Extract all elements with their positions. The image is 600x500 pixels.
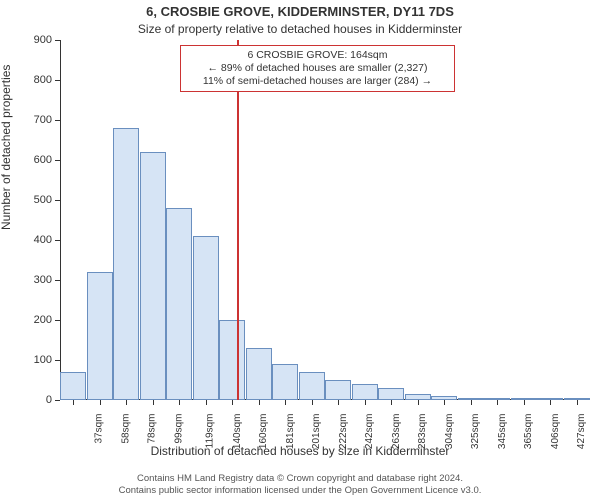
y-tick	[55, 320, 60, 321]
x-tick	[497, 400, 498, 405]
histogram-bar	[325, 380, 351, 400]
x-tick-label: 78sqm	[147, 414, 158, 444]
x-tick	[444, 400, 445, 405]
histogram-bar	[193, 236, 219, 400]
x-tick	[126, 400, 127, 405]
x-tick-label: 99sqm	[173, 414, 184, 444]
y-tick-label: 800	[20, 74, 52, 86]
y-tick-label: 400	[20, 234, 52, 246]
x-tick	[285, 400, 286, 405]
x-axis-label: Distribution of detached houses by size …	[0, 444, 600, 458]
y-tick	[55, 360, 60, 361]
x-tick	[365, 400, 366, 405]
y-tick-label: 0	[20, 394, 52, 406]
chart-root: 6, CROSBIE GROVE, KIDDERMINSTER, DY11 7D…	[0, 0, 600, 500]
subject-marker-line	[237, 40, 239, 400]
y-tick-label: 200	[20, 314, 52, 326]
x-tick	[100, 400, 101, 405]
x-tick	[179, 400, 180, 405]
histogram-bar	[352, 384, 378, 400]
x-tick	[391, 400, 392, 405]
x-tick	[524, 400, 525, 405]
plot-area: 010020030040050060070080090037sqm58sqm78…	[60, 40, 590, 400]
annotation-line-1: 6 CROSBIE GROVE: 164sqm	[187, 49, 448, 62]
histogram-bar	[378, 388, 404, 400]
y-tick	[55, 160, 60, 161]
x-tick	[418, 400, 419, 405]
histogram-bar	[113, 128, 139, 400]
attribution-line-1: Contains HM Land Registry data © Crown c…	[137, 473, 463, 484]
y-tick	[55, 40, 60, 41]
attribution-text: Contains HM Land Registry data © Crown c…	[0, 473, 600, 496]
x-tick	[577, 400, 578, 405]
attribution-line-2: Contains public sector information licen…	[119, 485, 482, 496]
x-tick	[550, 400, 551, 405]
x-tick	[259, 400, 260, 405]
histogram-bar	[299, 372, 325, 400]
y-tick-label: 600	[20, 154, 52, 166]
x-tick	[312, 400, 313, 405]
y-tick-label: 300	[20, 274, 52, 286]
y-tick-label: 100	[20, 354, 52, 366]
y-tick	[55, 200, 60, 201]
x-tick	[206, 400, 207, 405]
y-tick-label: 900	[20, 34, 52, 46]
histogram-bar	[60, 372, 86, 400]
y-axis-label: Number of detached properties	[0, 65, 13, 230]
y-tick	[55, 280, 60, 281]
x-tick	[153, 400, 154, 405]
x-tick	[338, 400, 339, 405]
y-tick	[55, 240, 60, 241]
y-tick	[55, 120, 60, 121]
x-tick	[232, 400, 233, 405]
y-tick	[55, 80, 60, 81]
annotation-line-3: 11% of semi-detached houses are larger (…	[187, 75, 448, 88]
histogram-bar	[246, 348, 272, 400]
y-tick	[55, 400, 60, 401]
x-tick	[73, 400, 74, 405]
histogram-bar	[140, 152, 166, 400]
x-tick-label: 37sqm	[94, 414, 105, 444]
histogram-bar	[272, 364, 298, 400]
y-tick-label: 500	[20, 194, 52, 206]
y-axis-line	[60, 40, 61, 400]
histogram-bar	[87, 272, 113, 400]
histogram-bar	[219, 320, 245, 400]
chart-title: 6, CROSBIE GROVE, KIDDERMINSTER, DY11 7D…	[0, 4, 600, 19]
chart-subtitle: Size of property relative to detached ho…	[0, 22, 600, 36]
annotation-box: 6 CROSBIE GROVE: 164sqm← 89% of detached…	[180, 45, 455, 92]
y-tick-label: 700	[20, 114, 52, 126]
histogram-bar	[166, 208, 192, 400]
x-tick-label: 58sqm	[120, 414, 131, 444]
annotation-line-2: ← 89% of detached houses are smaller (2,…	[187, 62, 448, 75]
x-tick	[471, 400, 472, 405]
